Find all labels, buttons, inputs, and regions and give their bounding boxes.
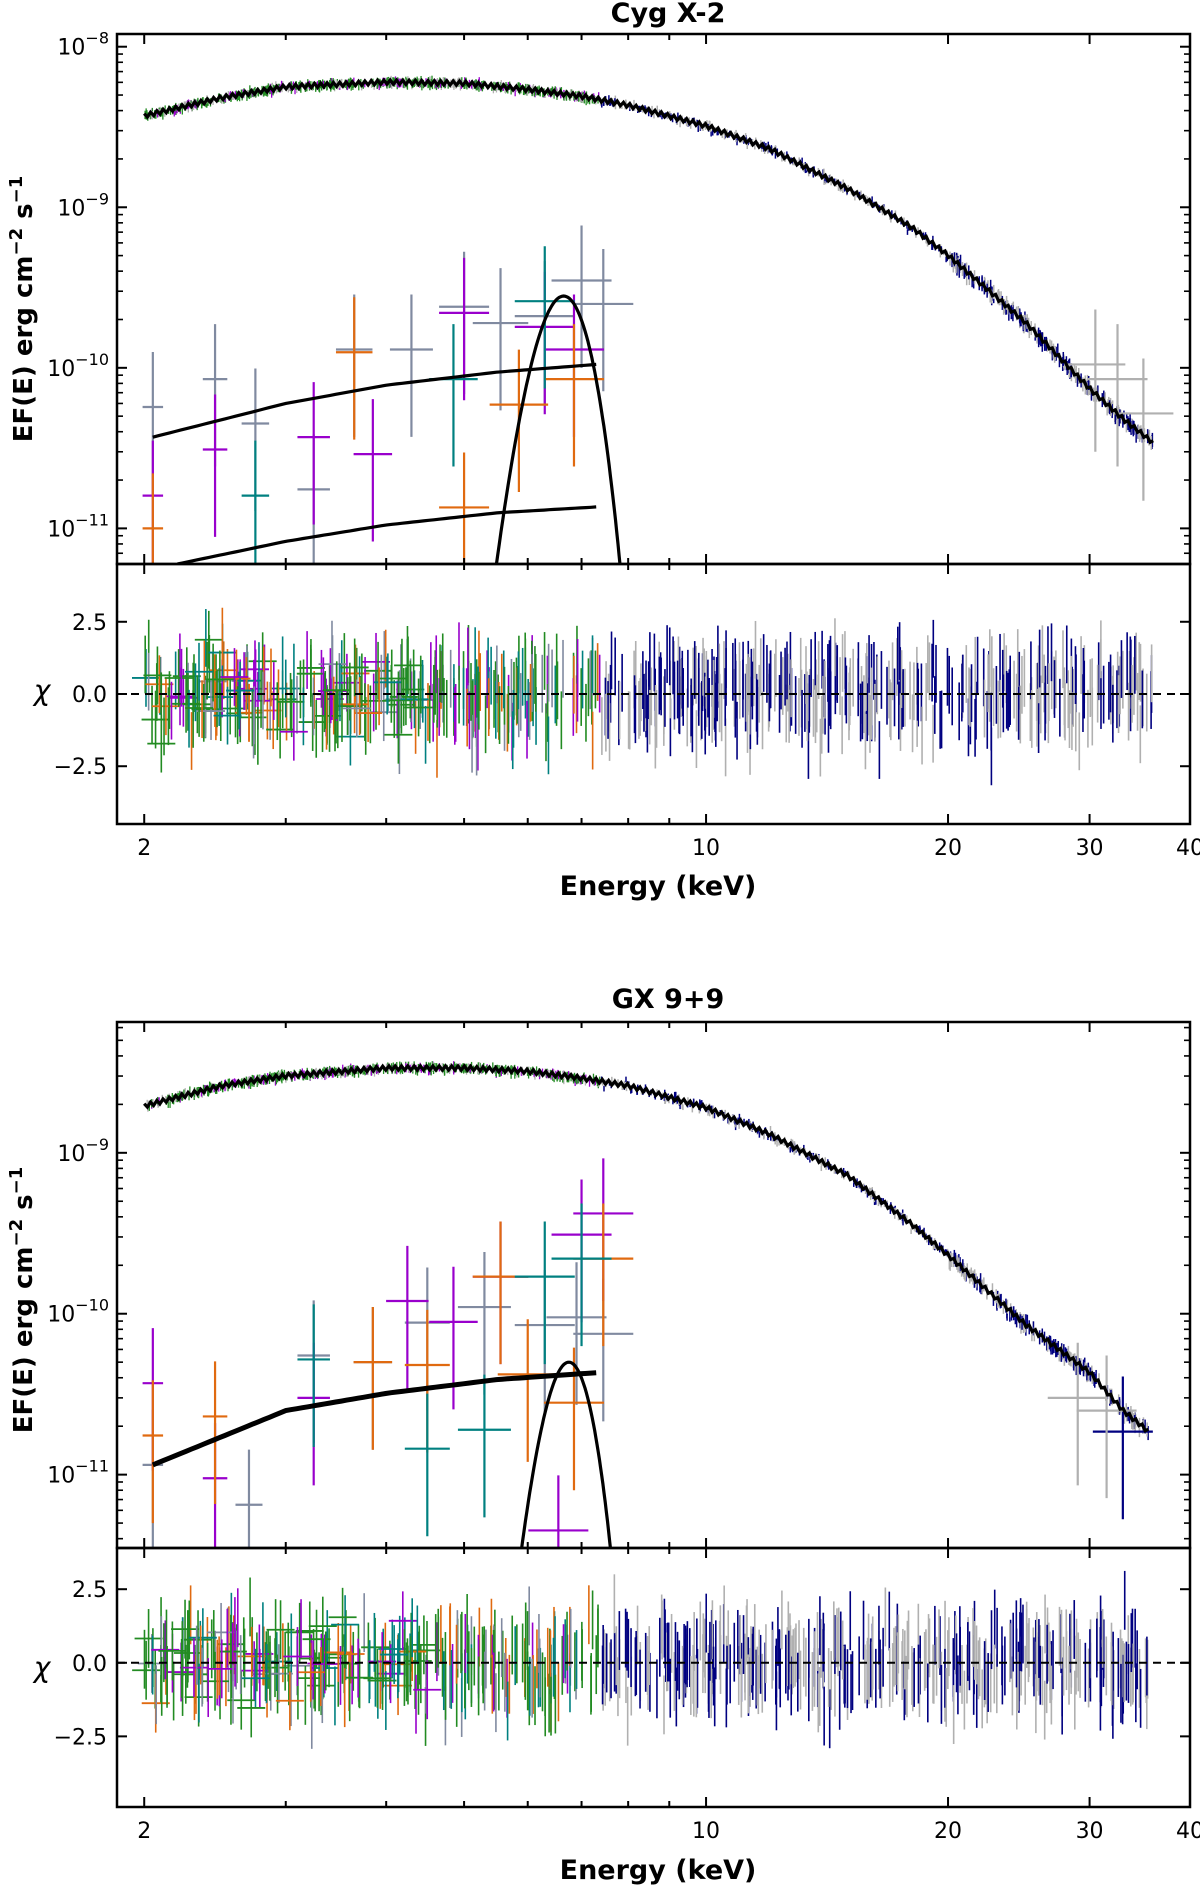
y-axis-label-exp1: −2: [6, 1219, 27, 1247]
y-tick-exp: −11: [75, 1457, 109, 1476]
y-tick-base: 10: [47, 1303, 75, 1328]
x-tick-label: 20: [934, 836, 962, 861]
series-000080: [1092, 1376, 1153, 1520]
y-tick-base: 10: [57, 36, 85, 61]
y-tick-label: 10−11: [47, 1457, 109, 1489]
y-tick-exp: −11: [75, 510, 109, 529]
model-curves: [143, 1063, 1150, 1548]
series-e06a10: [142, 1203, 634, 1524]
spectrum-data-dense: [144, 75, 1154, 450]
series-808aa0: [142, 225, 634, 564]
chart-title: Cyg X-2: [611, 0, 726, 29]
y-axis-label-main: EF(E) erg cm: [9, 1247, 39, 1434]
x-tick-label: 40: [1176, 836, 1200, 861]
y-axis-label-exp1: −2: [6, 228, 27, 256]
y-axis-label-exp2: −1: [6, 176, 27, 204]
model-continuum-line: [143, 77, 1154, 445]
residual-y-tick-label: −2.5: [54, 1725, 107, 1750]
residual-y-tick-label: 0.0: [72, 1652, 107, 1677]
spectrum-data-dense: [146, 1061, 1149, 1441]
x-axis-label: Energy (keV): [560, 1855, 757, 1886]
y-tick-label: 10−10: [47, 1296, 109, 1328]
y-tick-label: 10−10: [47, 350, 109, 382]
residual-axes-frame: [115, 1546, 1192, 1809]
series-b0b0b0: [1065, 309, 1174, 501]
y-tick-base: 10: [47, 517, 75, 542]
series-9900cc: [142, 257, 604, 564]
y-tick-exp: −9: [85, 189, 109, 208]
y-tick-exp: −10: [75, 350, 109, 369]
y-tick-exp: −10: [75, 1296, 109, 1315]
y-tick-base: 10: [57, 1142, 85, 1167]
residual-y-tick-label: 0.0: [72, 683, 107, 708]
residual-y-tick-label: 2.5: [72, 611, 107, 636]
y-tick-label: 10−8: [57, 29, 109, 61]
y-tick-exp: −8: [85, 29, 109, 48]
series-b0b0b0: [1047, 1342, 1137, 1499]
y-axis-label-unit: s: [9, 203, 39, 228]
model-continuum-line: [143, 1063, 1150, 1433]
y-tick-label: 10−9: [57, 189, 109, 221]
residual-plot-area: [117, 607, 1190, 786]
y-axis-label: EF(E) erg cm−2 s−1: [6, 176, 39, 442]
cyg-x2-panel: Cyg X-2 Energy (keV) EF(E) erg cm−2 s−1 …: [6, 0, 1200, 902]
y-axis-label-exp2: −1: [6, 1167, 27, 1195]
x-tick-label: 2: [137, 1819, 151, 1844]
y-axis-label: EF(E) erg cm−2 s−1: [6, 1167, 39, 1433]
y-axis-label-main: EF(E) erg cm: [9, 256, 39, 443]
series-808aa0: [142, 1251, 634, 1548]
model-curves: [143, 77, 1154, 564]
residual-plot-area: [117, 1570, 1190, 1749]
y-tick-exp: −9: [85, 1135, 109, 1154]
y-tick-base: 10: [57, 196, 85, 221]
y-tick-label: 10−11: [47, 510, 109, 542]
residual-y-tick-label: −2.5: [54, 755, 107, 780]
chart-title: GX 9+9: [612, 984, 725, 1015]
spectrum-plot-area: [142, 1061, 1153, 1548]
x-tick-label: 20: [934, 1819, 962, 1844]
x-tick-label: 10: [692, 1819, 720, 1844]
x-tick-label: 10: [692, 836, 720, 861]
y-tick-base: 10: [47, 357, 75, 382]
series-e06a10: [142, 297, 604, 564]
spectrum-axes-frame: [115, 1020, 1192, 1550]
y-tick-label: 10−9: [57, 1135, 109, 1167]
spectrum-plot-area: [142, 75, 1174, 564]
x-tick-label: 30: [1076, 836, 1104, 861]
y-tick-base: 10: [47, 1464, 75, 1489]
x-tick-label: 2: [137, 836, 151, 861]
model-gaussian-line: [494, 294, 622, 564]
model-component-line: [152, 362, 597, 439]
series-008080: [297, 1203, 612, 1537]
model-component-line: [151, 1370, 597, 1468]
model-component-line: [177, 505, 597, 564]
x-tick-label: 40: [1176, 1819, 1200, 1844]
gx-9-9-panel: GX 9+9 Energy (keV) EF(E) erg cm−2 s−1 χ…: [6, 984, 1200, 1886]
residual-y-tick-label: 2.5: [72, 1578, 107, 1603]
series-9900cc: [142, 1158, 634, 1548]
x-tick-label: 30: [1076, 1819, 1104, 1844]
residual-axis-label: χ: [32, 674, 52, 707]
model-gaussian-line: [520, 1360, 613, 1548]
residual-axis-label: χ: [32, 1651, 52, 1684]
y-axis-label-unit: s: [9, 1194, 39, 1219]
x-axis-label: Energy (keV): [560, 871, 757, 902]
